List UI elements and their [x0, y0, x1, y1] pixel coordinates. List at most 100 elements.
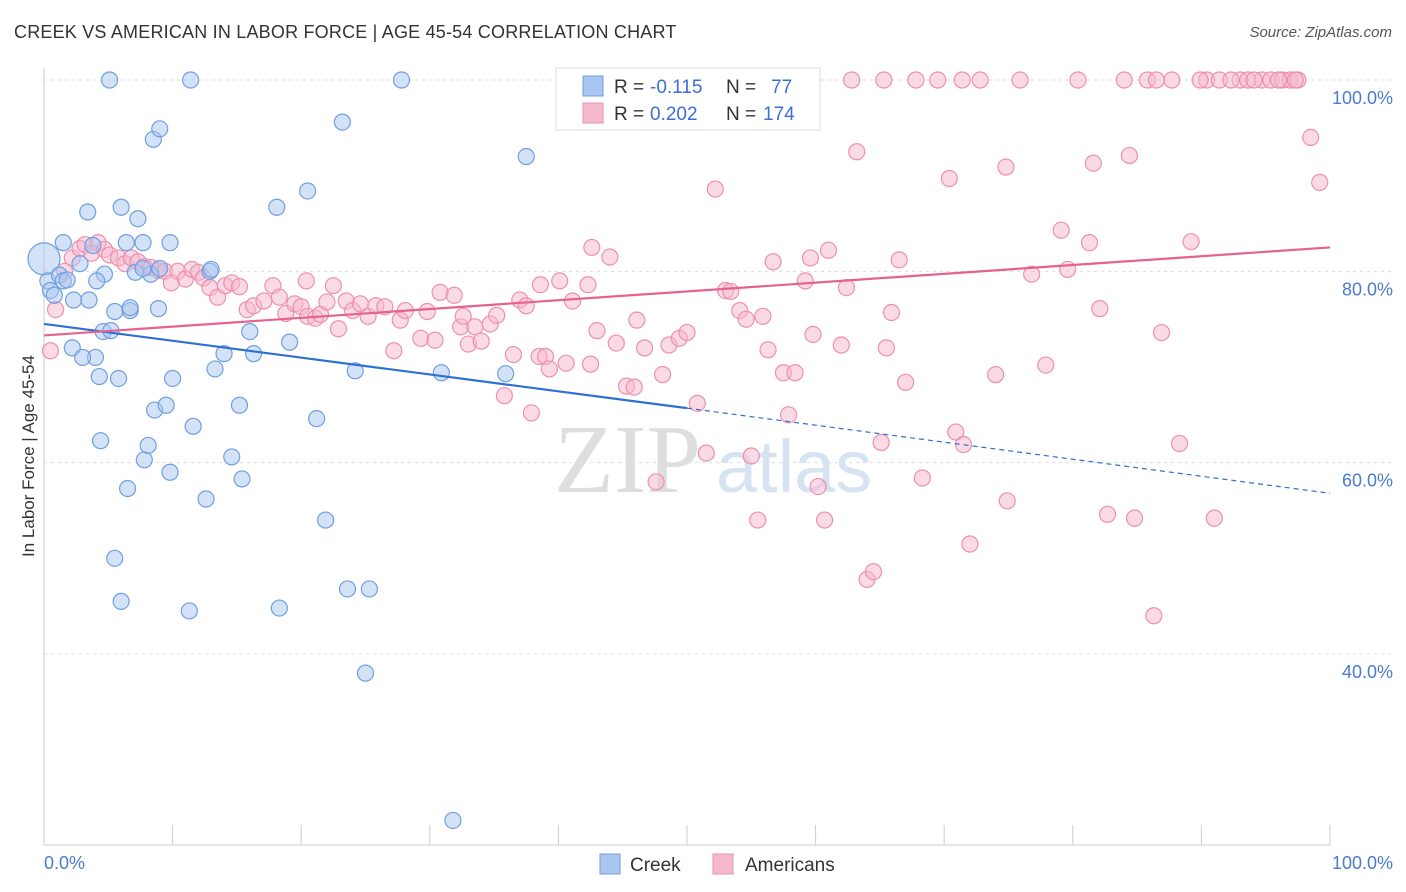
americans-point-93 — [722, 282, 740, 301]
y-tick-label-40: 40.0% — [1342, 662, 1393, 682]
americans-point-1 — [46, 301, 65, 319]
americans-point-143 — [1145, 607, 1163, 625]
creek-point-44 — [233, 470, 251, 488]
americans-point-85 — [653, 366, 672, 384]
americans-point-102 — [779, 406, 798, 424]
americans-point-126 — [987, 366, 1005, 384]
watermark: ZIP atlas — [554, 406, 872, 514]
americans-point-95 — [737, 310, 755, 328]
americans-point-137 — [1091, 300, 1109, 318]
americans-point-52 — [412, 329, 430, 347]
americans-point-72 — [551, 272, 569, 290]
americans-point-41 — [324, 277, 342, 295]
americans-point-67 — [517, 297, 535, 315]
creek-legend-swatch — [582, 75, 604, 97]
americans-point-122 — [947, 423, 965, 441]
x-tick-label-0: 0.0% — [44, 853, 85, 873]
americans-point-99 — [759, 341, 777, 359]
americans-point-158 — [1302, 128, 1320, 146]
americans-point-168 — [907, 71, 925, 89]
americans-point-166 — [843, 71, 861, 89]
americans-point-74 — [563, 292, 582, 310]
watermark-zip: ZIP — [554, 406, 701, 514]
americans-point-164 — [1269, 71, 1288, 89]
creek-point-68 — [180, 602, 198, 620]
americans-point-125 — [971, 71, 989, 89]
americans-point-98 — [754, 307, 772, 325]
bottom-legend-americans-swatch — [712, 853, 734, 875]
americans-point-53 — [418, 302, 436, 321]
americans-point-31 — [255, 292, 273, 310]
americans-point-105 — [801, 249, 820, 267]
americans-point-173 — [297, 272, 315, 290]
creek-n-label: N = — [726, 77, 756, 98]
americans-point-162 — [1222, 71, 1240, 89]
americans-point-133 — [1059, 260, 1077, 279]
americans-point-63 — [488, 306, 506, 324]
americans-point-128 — [998, 492, 1016, 510]
americans-point-54 — [426, 331, 444, 349]
americans-point-129 — [1011, 71, 1029, 89]
americans-point-79 — [607, 334, 625, 352]
creek-point-12 — [90, 367, 108, 386]
americans-point-77 — [588, 322, 606, 340]
americans-point-165 — [1286, 71, 1304, 89]
creek-point-10 — [84, 236, 102, 255]
creek-point-25 — [134, 234, 152, 252]
creek-point-46 — [245, 345, 263, 363]
creek-point-49 — [281, 333, 299, 351]
americans-point-160 — [1147, 71, 1165, 89]
creek-point-55 — [346, 362, 364, 380]
americans-point-113 — [864, 563, 883, 581]
creek-point-43 — [230, 396, 249, 414]
creek-point-61 — [497, 365, 515, 383]
americans-point-107 — [816, 511, 834, 529]
americans-n-value: 174 — [763, 104, 795, 125]
americans-point-163 — [1245, 71, 1263, 89]
americans-point-90 — [697, 444, 715, 462]
creek-point-71 — [134, 259, 152, 278]
americans-point-116 — [882, 303, 901, 322]
y-tick-labels: 40.0% 60.0% 80.0% 100.0% — [1332, 88, 1393, 682]
americans-point-89 — [688, 394, 706, 412]
americans-point-139 — [1115, 71, 1133, 89]
americans-point-60 — [466, 318, 484, 336]
americans-n-label: N = — [726, 104, 756, 125]
americans-point-65 — [504, 345, 522, 364]
creek-point-20 — [117, 234, 135, 252]
creek-r-value: -0.115 — [650, 77, 702, 98]
americans-trend-line — [43, 246, 1331, 337]
americans-point-145 — [1163, 71, 1181, 89]
americans-point-108 — [819, 241, 838, 259]
americans-point-172 — [531, 276, 549, 294]
creek-point-17 — [106, 302, 124, 321]
y-tick-label-80: 80.0% — [1342, 279, 1393, 299]
creek-point-42 — [223, 448, 241, 466]
creek-point-58 — [392, 71, 411, 89]
americans-point-171 — [581, 355, 600, 373]
americans-legend-swatch — [582, 102, 604, 124]
americans-point-169 — [953, 71, 971, 89]
americans-point-91 — [706, 180, 724, 198]
grid-lines — [44, 79, 1393, 655]
americans-point-82 — [628, 311, 646, 329]
americans-point-42 — [329, 320, 348, 338]
americans-point-0 — [41, 342, 60, 360]
creek-point-72 — [202, 260, 220, 279]
bottom-legend-creek-label: Creek — [630, 855, 681, 876]
creek-point-34 — [161, 463, 179, 481]
chart-title: CREEK VS AMERICAN IN LABOR FORCE | AGE 4… — [14, 22, 677, 42]
creek-point-33 — [161, 234, 179, 252]
creek-point-7 — [64, 291, 83, 309]
creek-point-57 — [360, 580, 378, 598]
americans-point-68 — [522, 404, 540, 422]
creek-point-35 — [164, 369, 182, 388]
creek-point-37 — [184, 417, 202, 435]
americans-point-144 — [1152, 323, 1171, 342]
creek-point-56 — [356, 664, 375, 682]
watermark-atlas: atlas — [716, 425, 872, 508]
americans-point-146 — [1170, 434, 1189, 453]
creek-point-62 — [517, 147, 535, 166]
creek-n-value: 77 — [771, 77, 792, 98]
americans-point-140 — [1120, 146, 1138, 165]
